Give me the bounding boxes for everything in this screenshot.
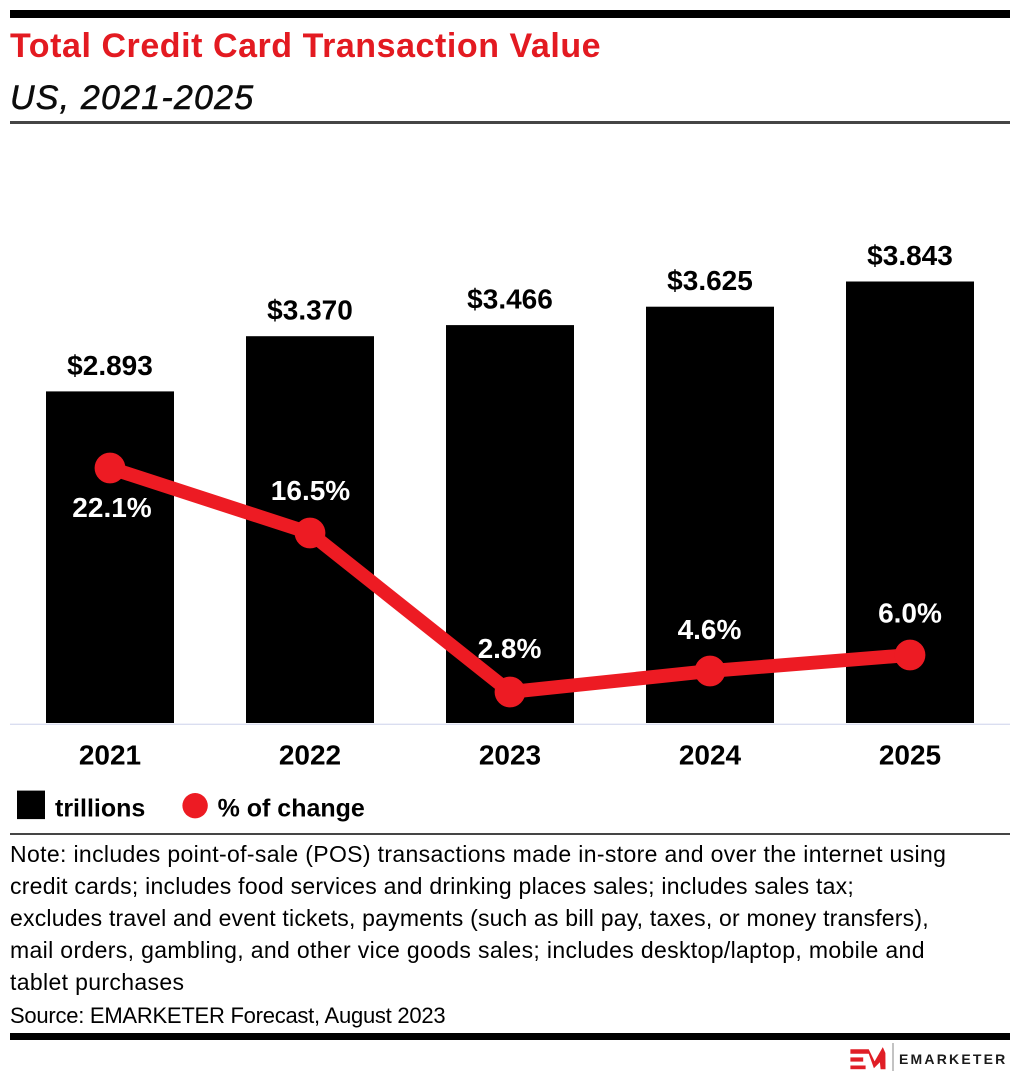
svg-text:2022: 2022 [279, 739, 341, 770]
svg-text:$2.893: $2.893 [67, 350, 153, 381]
svg-text:2.8%: 2.8% [478, 633, 542, 664]
svg-text:trillions: trillions [55, 795, 145, 823]
svg-text:2025: 2025 [879, 739, 941, 770]
svg-text:6.0%: 6.0% [878, 598, 942, 629]
svg-text:2024: 2024 [679, 739, 742, 770]
svg-text:$3.466: $3.466 [467, 283, 553, 314]
svg-text:$3.370: $3.370 [267, 295, 353, 326]
svg-text:2023: 2023 [479, 739, 541, 770]
svg-text:$3.625: $3.625 [667, 265, 753, 296]
svg-text:16.5%: 16.5% [271, 475, 350, 506]
svg-text:22.1%: 22.1% [72, 492, 151, 523]
svg-text:2021: 2021 [79, 739, 141, 770]
svg-text:$3.843: $3.843 [867, 240, 953, 271]
svg-text:4.6%: 4.6% [678, 614, 742, 645]
svg-text:% of change: % of change [218, 795, 365, 823]
